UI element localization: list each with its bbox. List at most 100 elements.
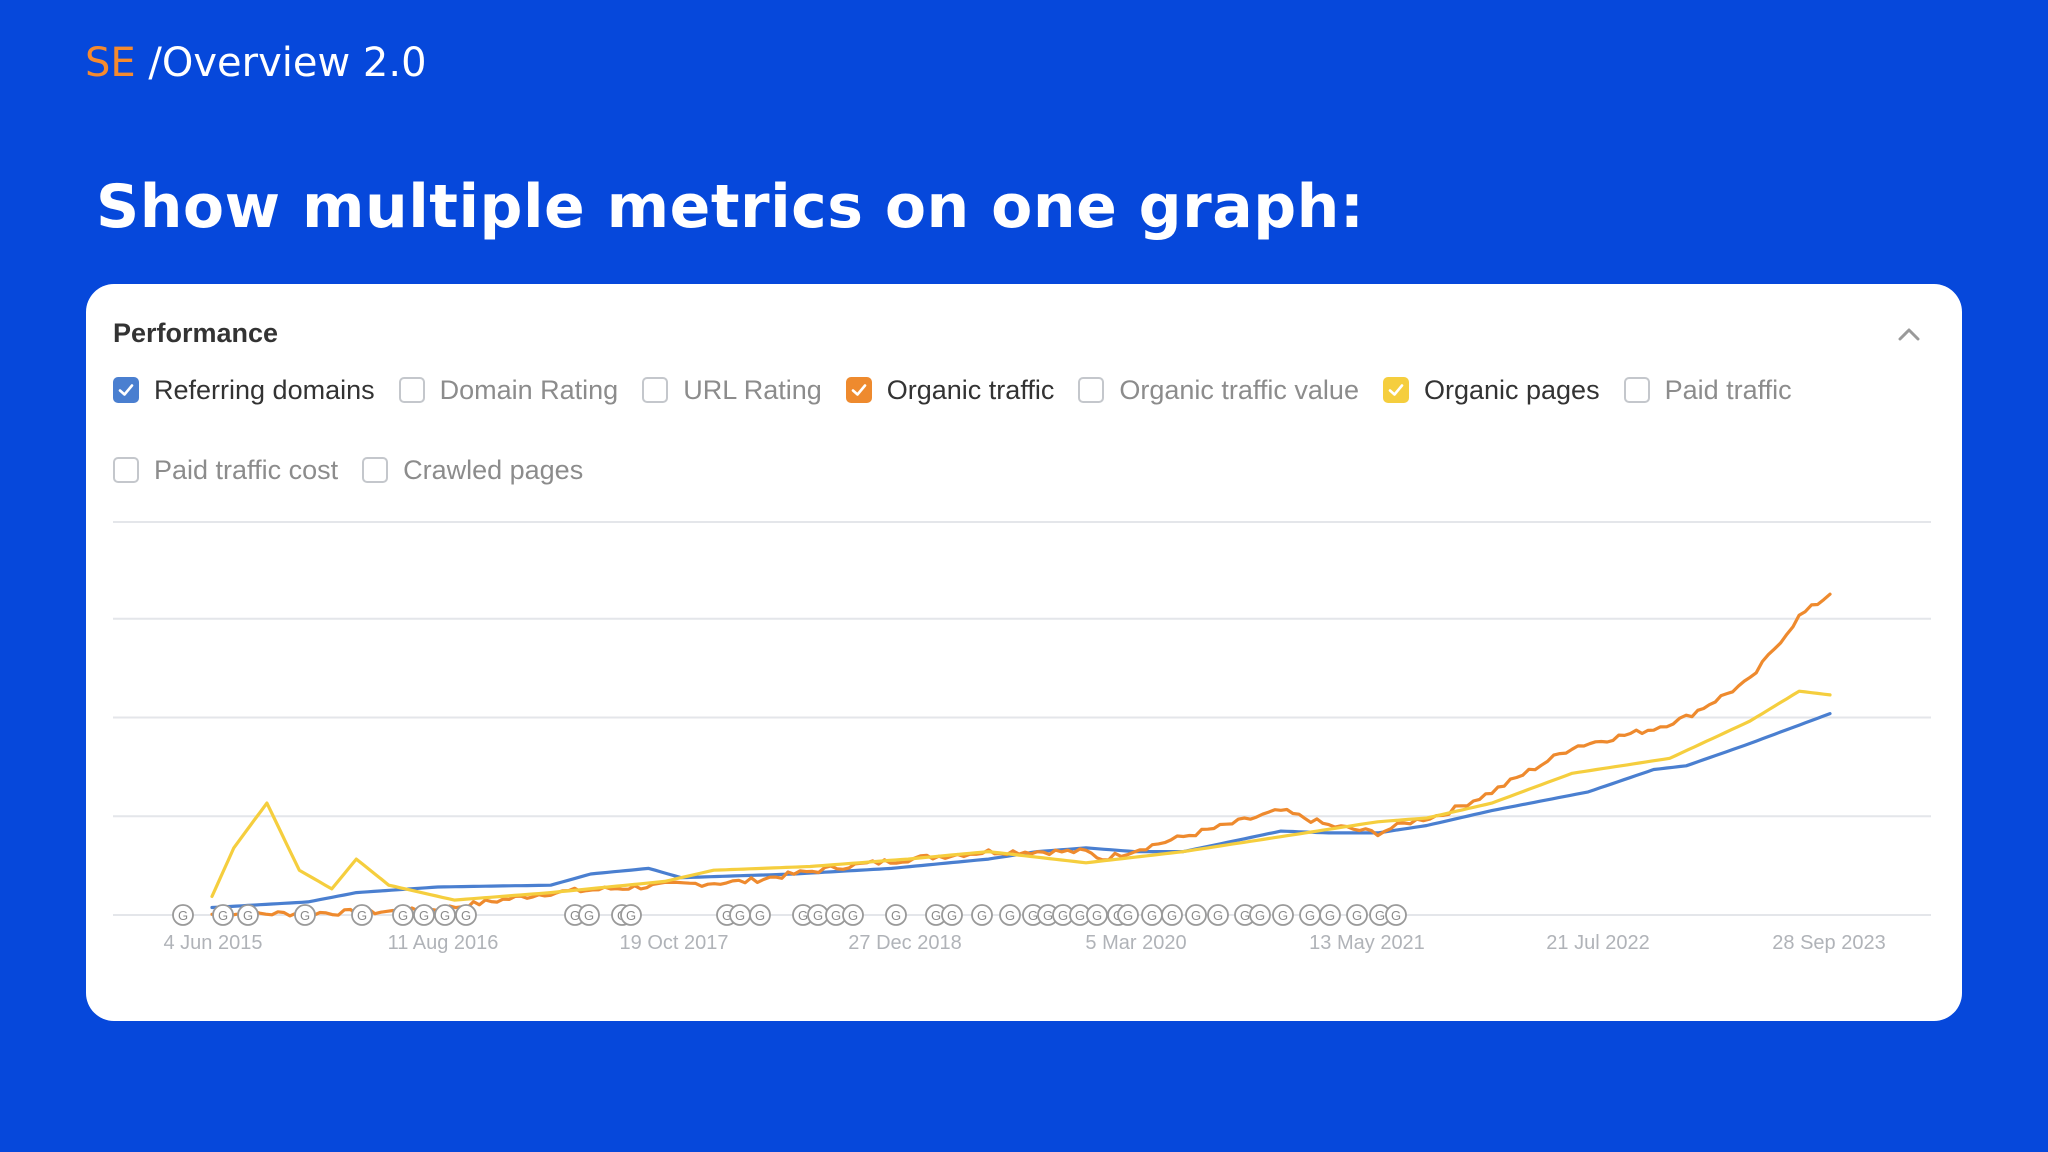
brand-suffix: /Overview 2.0 [135, 40, 427, 86]
google-update-marker-icon[interactable]: G [351, 904, 373, 926]
svg-text:G: G [1043, 908, 1053, 923]
google-update-marker-icon[interactable]: G [941, 904, 963, 926]
metric-toggle-domain-rating[interactable]: Domain Rating [398, 374, 619, 406]
google-update-marker-icon[interactable]: G [1086, 904, 1108, 926]
metric-label: Paid traffic cost [154, 454, 339, 485]
google-update-marker-icon[interactable]: G [578, 904, 600, 926]
checkbox-icon[interactable] [398, 377, 425, 403]
google-update-marker-icon[interactable]: G [1346, 904, 1368, 926]
google-update-marker-icon[interactable]: G [1141, 904, 1163, 926]
metric-toggle-paid-traffic-cost[interactable]: Paid traffic cost [113, 454, 338, 486]
metric-toggle-referring-domains[interactable]: Referring domains [113, 374, 375, 406]
google-update-marker-icon[interactable]: G [749, 904, 771, 926]
svg-text:G: G [1325, 908, 1335, 923]
google-update-marker-icon[interactable]: G [1207, 904, 1229, 926]
svg-text:G: G [848, 908, 858, 923]
svg-text:G: G [584, 908, 594, 923]
metric-label: Organic traffic [886, 374, 1055, 405]
svg-text:G: G [300, 908, 310, 923]
metric-toggle-organic-traffic-value[interactable]: Organic traffic value [1078, 374, 1359, 406]
svg-text:G: G [1075, 908, 1085, 923]
svg-text:G: G [1028, 908, 1038, 923]
google-update-marker-icon[interactable]: G [1185, 904, 1207, 926]
svg-text:G: G [461, 908, 471, 923]
x-tick-label: 21 Jul 2022 [1546, 932, 1649, 954]
svg-text:G: G [440, 908, 450, 923]
svg-text:G: G [178, 908, 188, 923]
svg-text:G: G [1092, 908, 1102, 923]
metric-label: Paid traffic [1664, 374, 1792, 405]
svg-text:G: G [1375, 908, 1385, 923]
google-update-marker-icon[interactable]: G [172, 904, 194, 926]
series-line-referring-domains [210, 712, 1832, 910]
checkbox-icon[interactable] [1623, 377, 1650, 403]
google-update-marker-icon[interactable]: G [1161, 904, 1183, 926]
series-line-organic-pages [210, 689, 1832, 902]
svg-text:G: G [419, 908, 429, 923]
checkbox-icon[interactable] [362, 457, 389, 483]
checkbox-icon[interactable] [113, 457, 139, 483]
metric-label: Referring domains [154, 374, 375, 405]
svg-text:G: G [1191, 908, 1201, 923]
metric-label: Domain Rating [439, 374, 619, 405]
metric-label: URL Rating [683, 374, 822, 405]
card-title: Performance [113, 318, 279, 348]
metric-label: Crawled pages [403, 454, 584, 485]
metric-label: Organic traffic value [1119, 374, 1359, 405]
google-update-marker-icon[interactable]: G [392, 904, 414, 926]
google-update-marker-icon[interactable]: G [971, 904, 993, 926]
google-update-marker-icon[interactable]: G [455, 904, 477, 926]
collapse-chevron-up-icon[interactable] [1894, 320, 1924, 350]
svg-text:G: G [1305, 908, 1315, 923]
x-tick-label: 27 Dec 2018 [848, 932, 961, 954]
checkbox-checked-icon[interactable] [113, 377, 139, 403]
google-update-marker-icon[interactable]: G [1117, 904, 1139, 926]
checkbox-icon[interactable] [642, 377, 669, 403]
svg-text:G: G [755, 908, 765, 923]
x-tick-label: 11 Aug 2016 [388, 932, 499, 954]
x-tick-label: 4 Jun 2015 [164, 932, 263, 954]
google-update-marker-icon[interactable]: G [1385, 904, 1407, 926]
google-update-marker-icon[interactable]: G [1299, 904, 1321, 926]
headline: Show multiple metrics on one graph: [96, 172, 1365, 242]
svg-text:G: G [218, 908, 228, 923]
google-update-marker-icon[interactable]: G [729, 904, 751, 926]
google-update-marker-icon[interactable]: G [620, 904, 642, 926]
svg-text:G: G [1255, 908, 1265, 923]
google-update-marker-icon[interactable]: G [237, 904, 259, 926]
svg-text:G: G [1278, 908, 1288, 923]
google-update-marker-icon[interactable]: G [212, 904, 234, 926]
google-update-marker-icon[interactable]: G [925, 904, 947, 926]
google-update-marker-icon[interactable]: G [413, 904, 435, 926]
google-update-marker-icon[interactable]: G [1249, 904, 1271, 926]
metric-toggle-organic-traffic[interactable]: Organic traffic [845, 374, 1055, 406]
metric-toggle-crawled-pages[interactable]: Crawled pages [362, 454, 583, 486]
brand-title: SE /Overview 2.0 [85, 40, 427, 86]
svg-text:G: G [1167, 908, 1177, 923]
svg-text:G: G [1391, 908, 1401, 923]
google-update-marker-icon[interactable]: G [842, 904, 864, 926]
google-update-marker-icon[interactable]: G [294, 904, 316, 926]
x-tick-label: 28 Sep 2023 [1772, 932, 1885, 954]
brand-prefix: SE [85, 40, 136, 86]
svg-text:G: G [735, 908, 745, 923]
google-update-marker-icon[interactable]: G [885, 904, 907, 926]
checkbox-checked-icon[interactable] [845, 377, 872, 403]
performance-card: Performance Referring domains Domain Rati… [86, 284, 1962, 1021]
google-update-marker-icon[interactable]: G [807, 904, 829, 926]
checkbox-checked-icon[interactable] [1382, 377, 1409, 403]
metric-toggle-url-rating[interactable]: URL Rating [642, 374, 822, 406]
google-update-marker-icon[interactable]: G [1272, 904, 1294, 926]
svg-text:G: G [1352, 908, 1362, 923]
google-update-marker-icon[interactable]: G [1319, 904, 1341, 926]
x-tick-label: 19 Oct 2017 [620, 932, 729, 954]
metric-label: Organic pages [1423, 374, 1600, 405]
metric-toggle-organic-pages[interactable]: Organic pages [1382, 374, 1600, 406]
svg-text:G: G [1147, 908, 1157, 923]
svg-text:G: G [1058, 908, 1068, 923]
metric-toggle-paid-traffic[interactable]: Paid traffic [1623, 374, 1792, 406]
checkbox-icon[interactable] [1078, 377, 1105, 403]
google-update-marker-icon[interactable]: G [434, 904, 456, 926]
google-update-marker-icon[interactable]: G [999, 904, 1021, 926]
